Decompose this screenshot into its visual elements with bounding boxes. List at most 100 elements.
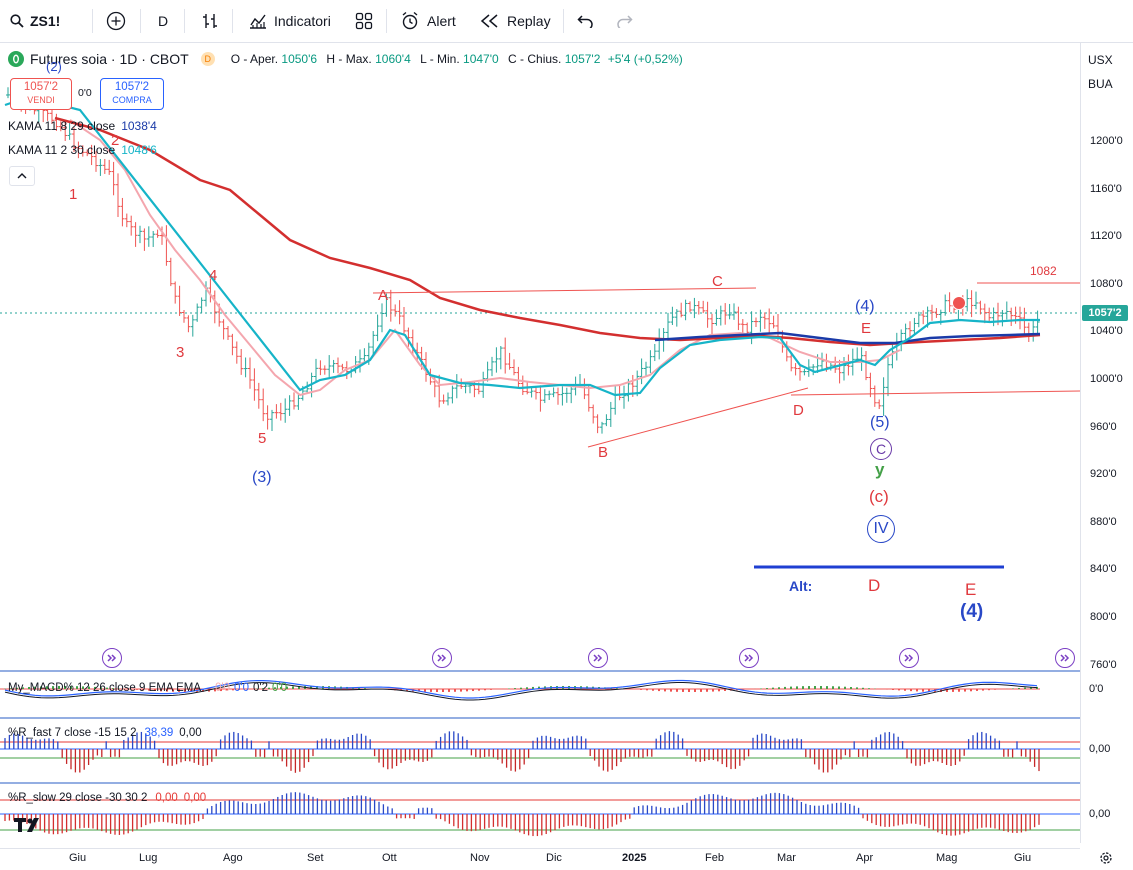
spread-value: 0'0	[78, 87, 92, 99]
event-arrow-icon[interactable]	[739, 648, 759, 668]
price-bar	[771, 315, 776, 329]
macd-legend[interactable]: My_MACD% 12 26 close 9 EMA EMA 0'0 0'0 0…	[8, 682, 287, 694]
event-arrow-icon[interactable]	[432, 648, 452, 668]
price-bar	[512, 359, 516, 376]
alert-marker-icon[interactable]	[952, 296, 966, 310]
price-bar	[1009, 307, 1014, 327]
indicators-button[interactable]: Indicatori	[248, 0, 331, 42]
time-axis[interactable]	[0, 848, 1080, 867]
collapse-legend-button[interactable]	[9, 166, 35, 186]
price-bar	[437, 374, 442, 408]
kama1-legend[interactable]: KAMA 11 8 29 close 1038'4	[8, 119, 157, 133]
level-1082-label: 1082	[1030, 264, 1057, 278]
unit-dropdown[interactable]: BUA	[1088, 77, 1113, 91]
price-bar	[318, 360, 323, 376]
kama2-legend[interactable]: KAMA 11 2 30 close 1048'6	[8, 143, 157, 157]
price-bar	[6, 87, 10, 99]
high-label: H - Max.	[326, 52, 372, 66]
alert-button[interactable]: Alert	[400, 0, 456, 42]
price-bar	[982, 303, 987, 324]
symbol-legend[interactable]: Futures soia · 1D · CBOT D O - Aper. 105…	[8, 51, 683, 67]
price-scale[interactable]	[1080, 43, 1133, 843]
support-line	[790, 390, 1081, 396]
rslow-axis-label: 0,00	[1089, 808, 1111, 820]
replay-button[interactable]: Replay	[480, 0, 551, 42]
gear-icon	[1099, 852, 1113, 869]
price-bar	[789, 353, 794, 372]
price-bar	[195, 303, 200, 322]
price-bar	[864, 351, 868, 381]
time-tick-label: Ott	[382, 852, 397, 864]
settings-button[interactable]	[1099, 851, 1113, 870]
price-bar	[296, 394, 301, 410]
price-bar	[586, 385, 591, 412]
delayed-badge: D	[200, 52, 215, 66]
price-bar	[164, 225, 169, 266]
price-bar	[965, 289, 970, 312]
price-bar	[622, 385, 626, 409]
rfast-axis-label: 0,00	[1089, 743, 1111, 755]
price-bar	[754, 317, 758, 328]
price-bar	[186, 315, 191, 333]
interval-button[interactable]: D	[158, 0, 168, 42]
wave-label-B: B	[598, 444, 609, 461]
price-bar	[322, 365, 327, 375]
trendline-drawings	[372, 282, 1081, 569]
alt-wave-4: (4)	[960, 601, 984, 622]
event-arrow-icon[interactable]	[588, 648, 608, 668]
chart-canvas[interactable]	[0, 43, 1133, 866]
price-bar	[644, 361, 648, 377]
price-bar	[604, 414, 609, 427]
time-tick-label: Set	[307, 852, 324, 864]
divider	[386, 9, 387, 33]
price-bar	[1026, 322, 1031, 342]
undo-button[interactable]	[577, 0, 595, 42]
price-bar	[520, 375, 525, 396]
time-tick-label: Mag	[936, 852, 958, 864]
price-tick-label: 1160'0	[1090, 182, 1122, 195]
price-bar	[987, 307, 992, 322]
price-bar	[199, 297, 204, 314]
price-bar	[287, 395, 292, 416]
price-bar	[358, 349, 362, 373]
layouts-button[interactable]	[355, 0, 373, 42]
price-bar	[516, 366, 521, 389]
grid-layout-icon	[355, 12, 373, 30]
price-bar	[230, 333, 235, 356]
rfast-legend[interactable]: %R_fast 7 close -15 15 2 38,39 0,00	[8, 727, 202, 739]
price-tick-label: 1040'0	[1090, 325, 1123, 338]
chart-type-button[interactable]	[200, 0, 220, 42]
event-arrow-icon[interactable]	[899, 648, 919, 668]
rslow-legend[interactable]: %R_slow 29 close -30 30 2 0,00 0,00	[8, 792, 206, 804]
price-bar	[138, 225, 142, 244]
wave-label-1: 1	[69, 186, 78, 203]
sell-label: VENDI	[27, 95, 55, 105]
change-value: +5'4 (+0,52%)	[607, 52, 683, 66]
divider	[563, 9, 564, 33]
price-bar	[155, 229, 160, 238]
alt-label: Alt:	[789, 578, 813, 594]
low-label: L - Min.	[420, 52, 460, 66]
event-arrow-icon[interactable]	[1055, 648, 1075, 668]
redo-button[interactable]	[615, 0, 633, 42]
buy-button[interactable]: 1057'2 COMPRA	[100, 78, 164, 110]
tradingview-logo[interactable]	[14, 818, 46, 837]
price-bar	[67, 122, 72, 140]
sell-button[interactable]: 1057'2 VENDI	[10, 78, 72, 110]
symbol-search[interactable]: ZS1!	[10, 0, 60, 42]
price-bar	[793, 363, 798, 376]
wave-label-circle-4: (4)	[855, 298, 875, 315]
price-bar	[336, 357, 340, 374]
price-bar	[657, 328, 662, 360]
price-bar	[226, 325, 230, 341]
wave-label-D: D	[793, 402, 804, 419]
compare-add-button[interactable]	[106, 0, 126, 42]
price-bar	[221, 319, 226, 340]
price-bar	[978, 300, 983, 315]
currency-dropdown[interactable]: USX	[1088, 53, 1113, 67]
price-bar	[600, 421, 604, 434]
event-arrow-icon[interactable]	[102, 648, 122, 668]
price-bar	[846, 354, 851, 376]
price-bar	[872, 385, 877, 407]
time-tick-label: 2025	[622, 852, 647, 864]
